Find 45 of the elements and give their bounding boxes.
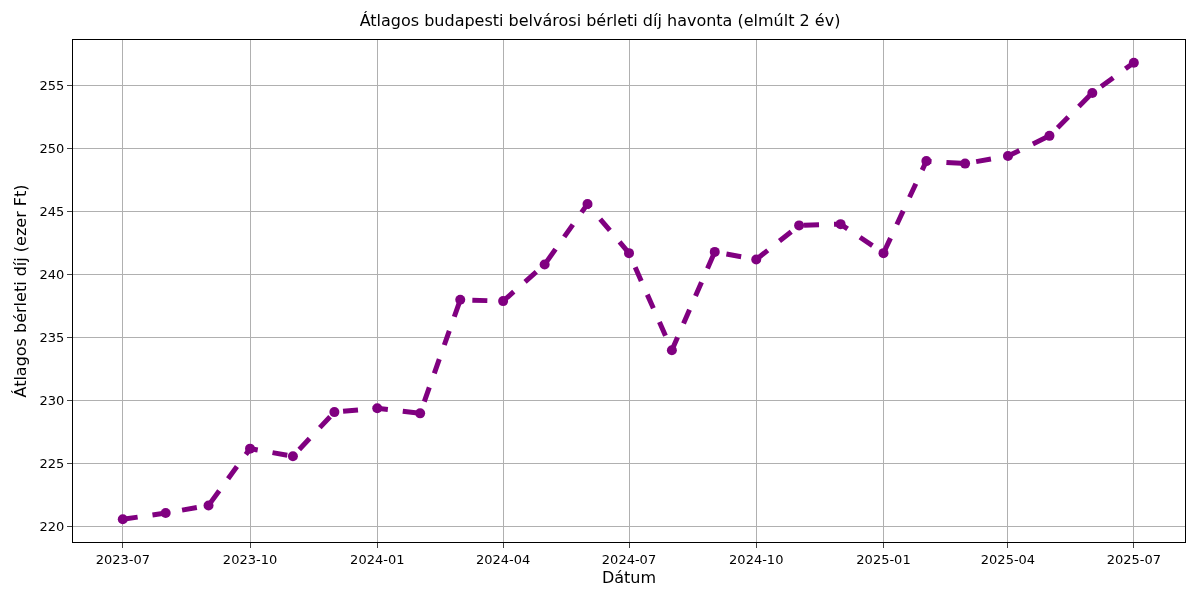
y-tick-label: 235 — [39, 330, 65, 346]
x-tick-label: 2023-07 — [95, 551, 150, 567]
y-tick-label: 225 — [39, 456, 65, 472]
x-tick-label: 2025-04 — [980, 551, 1036, 567]
point — [709, 246, 720, 257]
point — [835, 219, 846, 230]
point — [203, 500, 214, 511]
point — [287, 451, 298, 462]
y-tick-label: 250 — [39, 141, 65, 157]
point — [160, 507, 171, 518]
y-tick-label: 240 — [39, 267, 65, 283]
x-tick-label: 2025-07 — [1106, 551, 1161, 567]
point — [372, 403, 383, 414]
point — [1044, 130, 1055, 141]
point — [1002, 151, 1013, 162]
point — [794, 220, 805, 231]
x-tick-label: 2023-10 — [222, 551, 278, 567]
x-axis-title: Dátum — [601, 568, 657, 588]
point — [498, 296, 509, 307]
point — [455, 294, 466, 305]
point — [582, 198, 593, 209]
y-tick-label: 255 — [39, 77, 65, 93]
point — [329, 407, 340, 418]
point — [624, 248, 634, 259]
x-tick-label: 2025-01 — [856, 551, 911, 567]
x-tick-label: 2024-04 — [475, 551, 531, 567]
point — [245, 443, 256, 454]
x-tick-label: 2024-07 — [601, 551, 657, 567]
point — [1128, 57, 1139, 68]
x-tick-label: 2024-10 — [729, 551, 784, 567]
point — [415, 408, 426, 419]
chart-title: Átlagos budapesti belvárosi bérleti díj havonta (elmúlt 2 év) — [359, 11, 841, 31]
point — [117, 514, 128, 525]
y-tick-label: 245 — [39, 204, 65, 220]
point — [878, 248, 889, 259]
point — [1087, 87, 1098, 98]
y-axis-title: Átlagos bérleti díj (ezer Ft) — [11, 184, 31, 398]
point — [539, 259, 550, 270]
y-tick-label: 230 — [39, 393, 65, 409]
y-tick-label: 220 — [39, 519, 65, 535]
point — [921, 156, 932, 167]
point — [666, 345, 677, 356]
point — [751, 254, 762, 265]
point — [960, 158, 971, 169]
x-tick-label: 2024-01 — [350, 551, 405, 567]
